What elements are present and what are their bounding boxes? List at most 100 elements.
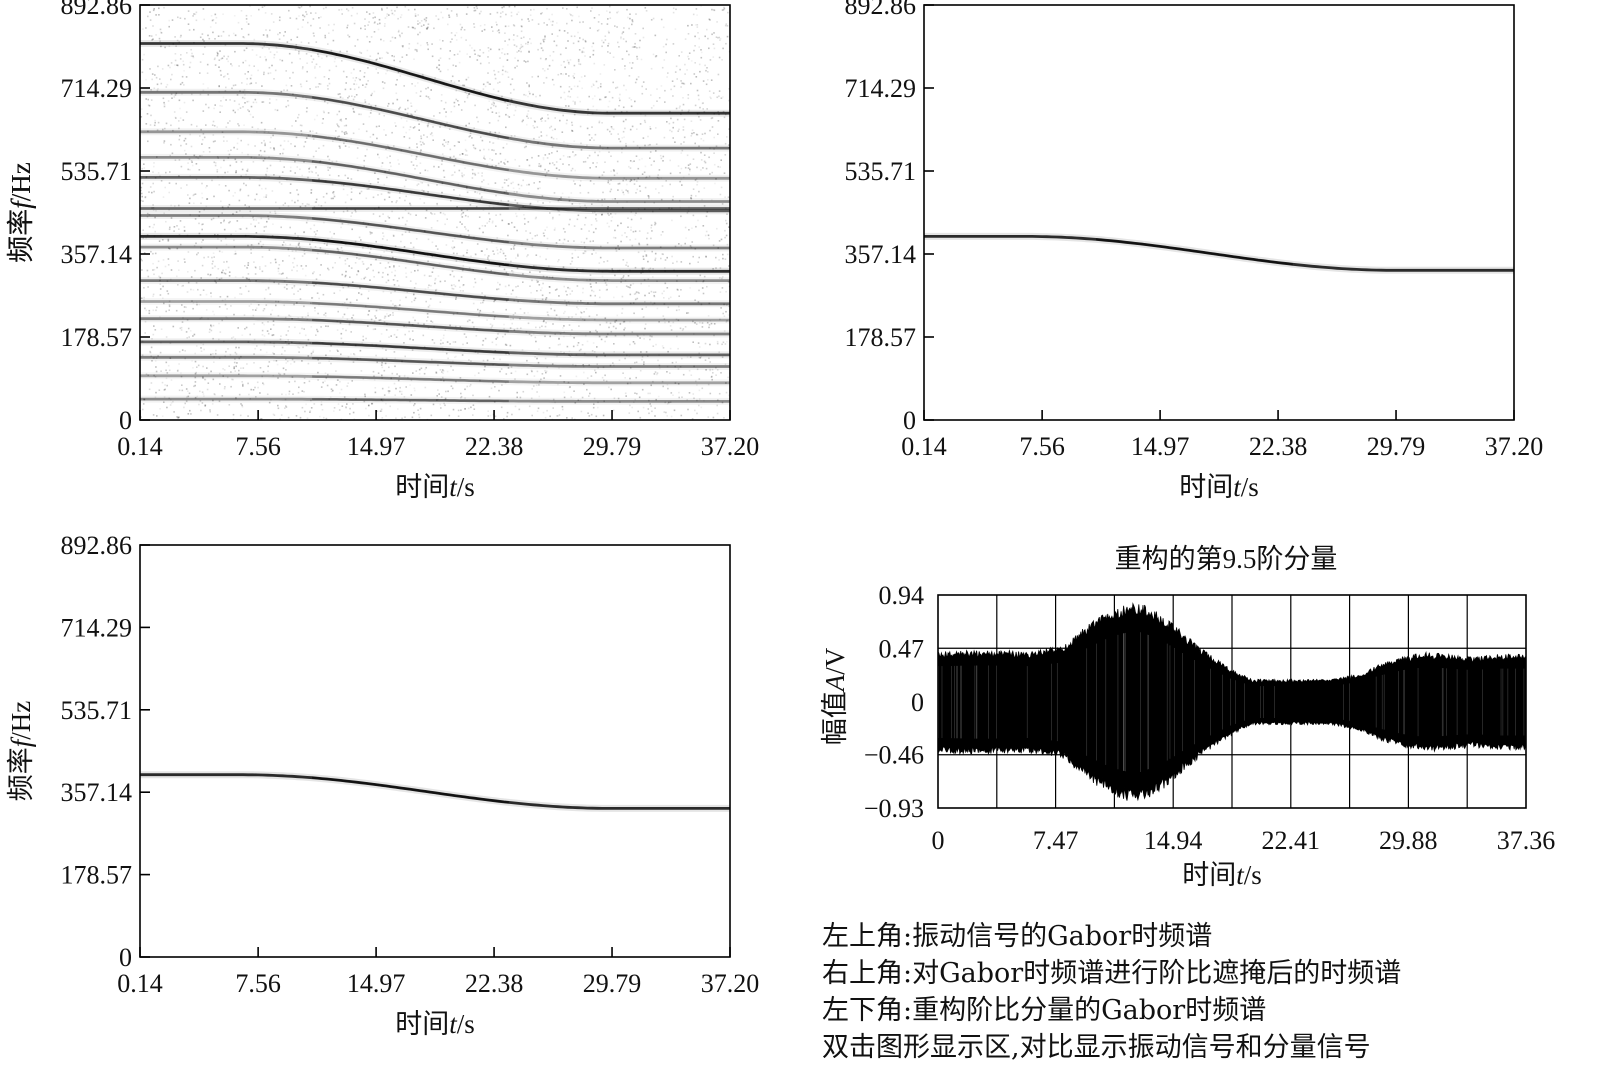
noise-speck [458, 169, 461, 172]
noise-speck [367, 297, 369, 300]
noise-speck [293, 303, 295, 306]
noise-speck [653, 160, 655, 163]
noise-speck [616, 314, 619, 317]
noise-speck [457, 409, 460, 412]
noise-speck [444, 101, 447, 104]
noise-speck [152, 309, 155, 312]
noise-speck [183, 70, 185, 72]
noise-speck [154, 121, 156, 124]
noise-speck [630, 229, 632, 231]
noise-speck [607, 212, 609, 215]
noise-speck [603, 171, 605, 173]
noise-speck [455, 296, 457, 299]
noise-speck [233, 361, 236, 364]
noise-speck [260, 154, 263, 157]
noise-speck [693, 132, 695, 134]
noise-speck [206, 72, 209, 74]
noise-speck [624, 68, 626, 70]
noise-speck [418, 372, 421, 375]
noise-speck [590, 10, 592, 12]
noise-speck [637, 251, 640, 254]
noise-speck [411, 330, 414, 332]
noise-speck [166, 384, 168, 387]
noise-speck [663, 290, 665, 292]
noise-speck [723, 116, 726, 119]
noise-speck [379, 308, 381, 310]
noise-speck [316, 230, 318, 232]
noise-speck [141, 195, 143, 198]
noise-speck [460, 214, 462, 216]
noise-speck [596, 29, 599, 32]
noise-speck [666, 287, 669, 289]
noise-speck [405, 195, 407, 198]
noise-speck [180, 375, 183, 378]
noise-speck [151, 73, 154, 75]
noise-speck [510, 15, 513, 17]
noise-speck [714, 182, 716, 185]
noise-speck [654, 55, 657, 58]
noise-speck [388, 336, 390, 338]
noise-speck [589, 283, 592, 285]
noise-speck [449, 148, 452, 151]
noise-speck [616, 172, 618, 175]
noise-speck [210, 15, 213, 17]
noise-speck [450, 80, 453, 82]
noise-speck [377, 52, 379, 55]
noise-speck [245, 173, 247, 176]
noise-speck [420, 149, 422, 151]
noise-speck [520, 184, 523, 187]
noise-speck [438, 64, 441, 66]
noise-speck [662, 160, 664, 162]
noise-speck [697, 301, 700, 303]
noise-speck [550, 307, 552, 310]
noise-speck [541, 298, 544, 301]
noise-speck [438, 262, 441, 265]
noise-speck [440, 407, 442, 409]
noise-speck [446, 341, 449, 343]
noise-speck [454, 34, 456, 37]
noise-speck [255, 396, 257, 398]
noise-speck [712, 372, 714, 374]
noise-speck [681, 396, 683, 398]
noise-speck [335, 160, 338, 163]
noise-speck [264, 157, 266, 160]
noise-speck [611, 268, 613, 270]
noise-speck [420, 135, 422, 137]
noise-speck [448, 14, 450, 17]
noise-speck [185, 76, 188, 78]
noise-speck [412, 26, 415, 29]
noise-speck [625, 395, 627, 397]
noise-speck [172, 400, 174, 403]
noise-speck [303, 161, 305, 163]
noise-speck [328, 398, 331, 401]
noise-speck [642, 137, 645, 139]
noise-speck [507, 223, 510, 225]
noise-speck [278, 181, 281, 184]
noise-speck [145, 373, 148, 375]
noise-speck [728, 265, 730, 267]
noise-speck [305, 53, 308, 55]
noise-speck [597, 366, 599, 369]
noise-speck [655, 55, 658, 57]
noise-speck [622, 259, 625, 261]
noise-speck [291, 358, 294, 361]
noise-speck [176, 39, 179, 42]
noise-speck [543, 82, 545, 84]
noise-speck [246, 170, 248, 172]
noise-speck [210, 218, 213, 221]
noise-speck [384, 267, 387, 269]
noise-speck [430, 414, 433, 417]
noise-speck [631, 20, 634, 23]
noise-speck [420, 90, 422, 93]
noise-speck [453, 246, 456, 249]
noise-speck [614, 229, 616, 232]
noise-speck [242, 383, 244, 386]
noise-speck [455, 380, 457, 383]
noise-speck [298, 347, 301, 349]
noise-speck [717, 73, 720, 76]
noise-speck [311, 297, 313, 299]
noise-speck [724, 142, 727, 145]
noise-speck [348, 95, 350, 98]
